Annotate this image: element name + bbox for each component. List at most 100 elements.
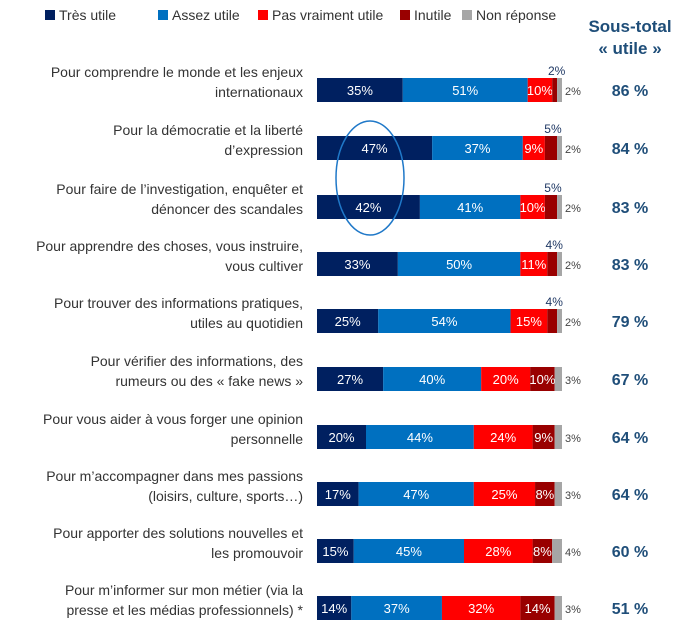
category-label: Pour faire de l’investigation, enquêter … [56, 181, 303, 197]
bar-segment [522, 136, 545, 160]
bar-segment [317, 482, 359, 506]
bar-segment [464, 539, 533, 563]
category-label: utiles au quotidien [190, 315, 303, 331]
legend-swatch [400, 10, 410, 20]
subtotal-header: Sous-total [588, 17, 671, 36]
subtotal-value: 84 % [612, 141, 648, 158]
bar-segment [547, 309, 558, 333]
data-label: 51% [452, 83, 478, 98]
bar-segment [317, 195, 420, 219]
data-label: 27% [337, 372, 363, 387]
bar-segment [557, 78, 562, 102]
legend-swatch [158, 10, 168, 20]
data-label: 4% [565, 547, 581, 559]
subtotal-value: 79 % [612, 314, 648, 331]
bar-segment [520, 195, 545, 219]
bar-segment [527, 78, 553, 102]
data-label: 24% [490, 430, 516, 445]
bar-segment [397, 252, 521, 276]
highlight-ellipse [335, 120, 405, 236]
data-label: 3% [565, 604, 581, 616]
bar-segment [544, 195, 558, 219]
bar-segment [317, 367, 384, 391]
bar-segment [317, 78, 403, 102]
data-label: 54% [431, 314, 457, 329]
data-label: 9% [534, 430, 553, 445]
data-label: 10% [529, 372, 555, 387]
data-label: 2% [565, 144, 581, 156]
bar-segment [432, 136, 523, 160]
bar-segment [402, 78, 528, 102]
data-label: 15% [322, 544, 348, 559]
data-label: 10% [527, 83, 553, 98]
subtotal-value: 86 % [612, 83, 648, 100]
data-label: 32% [468, 601, 494, 616]
category-label: Pour vérifier des informations, des [91, 353, 303, 369]
data-label: 2% [565, 260, 581, 272]
subtotal-value: 67 % [612, 372, 648, 389]
category-label: vous cultiver [225, 258, 303, 274]
bar-segment [366, 425, 474, 449]
data-label: 25% [491, 487, 517, 502]
data-label: 42% [355, 200, 381, 215]
data-label: 20% [493, 372, 519, 387]
data-label: 15% [516, 314, 542, 329]
bar-segment [419, 195, 521, 219]
data-label: 47% [362, 141, 388, 156]
legend-swatch [462, 10, 472, 20]
legend-label: Pas vraiment utile [272, 7, 383, 23]
data-label: 4% [546, 295, 564, 309]
subtotal-header: « utile » [598, 39, 661, 58]
bar-segment [530, 367, 555, 391]
data-label: 9% [524, 141, 543, 156]
bar-segment [532, 425, 555, 449]
data-label: 5% [544, 122, 562, 136]
bar-segment [547, 252, 558, 276]
bar-segment [535, 482, 555, 506]
bar-segment [520, 596, 555, 620]
bar-segment [557, 252, 562, 276]
data-label: 5% [544, 181, 562, 195]
category-label: Pour apprendre des choses, vous instruir… [36, 238, 303, 254]
category-label: d’expression [224, 142, 303, 158]
legend-label: Assez utile [172, 7, 240, 23]
data-label: 2% [565, 317, 581, 329]
subtotal-value: 83 % [612, 200, 648, 217]
data-label: 11% [521, 257, 546, 272]
data-label: 37% [384, 601, 410, 616]
bar-segment [544, 136, 558, 160]
bar-segment [554, 425, 562, 449]
data-label: 41% [457, 200, 483, 215]
category-label: presse et les médias professionnels) * [66, 602, 303, 618]
bar-segment [317, 136, 433, 160]
legend-swatch [258, 10, 268, 20]
subtotal-value: 51 % [612, 601, 648, 618]
bar-segment [441, 596, 521, 620]
bar-segment [317, 252, 398, 276]
bar-segment [510, 309, 548, 333]
data-label: 17% [325, 487, 351, 502]
bar-segment [317, 425, 366, 449]
data-label: 3% [565, 433, 581, 445]
data-label: 8% [535, 487, 554, 502]
legend-swatch [45, 10, 55, 20]
bar-segment [378, 309, 511, 333]
data-label: 50% [446, 257, 472, 272]
bar-segment [317, 596, 352, 620]
bar-segment [473, 425, 533, 449]
data-label: 14% [321, 601, 347, 616]
category-label: les promouvoir [211, 545, 303, 561]
data-label: 4% [546, 238, 564, 252]
data-label: 14% [524, 601, 550, 616]
bar-segment [532, 539, 553, 563]
data-label: 37% [464, 141, 490, 156]
bar-segment [473, 482, 536, 506]
data-label: 2% [565, 86, 581, 98]
category-label: Pour la démocratie et la liberté [113, 122, 303, 138]
data-label: 44% [407, 430, 433, 445]
bar-segment [383, 367, 482, 391]
bar-segment [552, 539, 562, 563]
category-label: Pour m’accompagner dans mes passions [46, 468, 303, 484]
data-label: 3% [565, 375, 581, 387]
data-label: 8% [533, 544, 552, 559]
